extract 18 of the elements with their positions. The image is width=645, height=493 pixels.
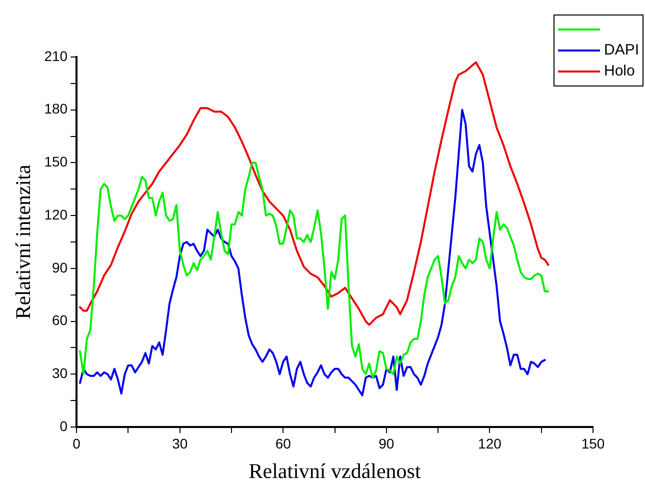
y-tick-label: 90 [52, 259, 68, 276]
x-tick-label: 60 [275, 435, 292, 452]
x-tick-label: 30 [172, 435, 188, 452]
y-tick-label: 180 [44, 100, 68, 117]
y-tick-label: 0 [60, 418, 68, 434]
y-tick-label: 30 [52, 365, 68, 381]
x-tick-label: 0 [72, 435, 81, 452]
x-axis-title: Relativní vzdálenost [248, 458, 421, 483]
legend-label: DAPI [604, 42, 640, 59]
y-axis-title: Relativní intenzita [11, 164, 36, 320]
y-tick-label: 60 [52, 312, 68, 328]
legend-label: Holo [604, 62, 635, 80]
y-tick-label: 150 [44, 154, 68, 170]
x-tick-label: 150 [581, 435, 605, 452]
x-tick-label: 120 [478, 435, 502, 452]
y-tick-label: 210 [44, 48, 68, 64]
y-tick-label: 120 [44, 206, 68, 222]
x-tick-label: 90 [378, 435, 394, 452]
